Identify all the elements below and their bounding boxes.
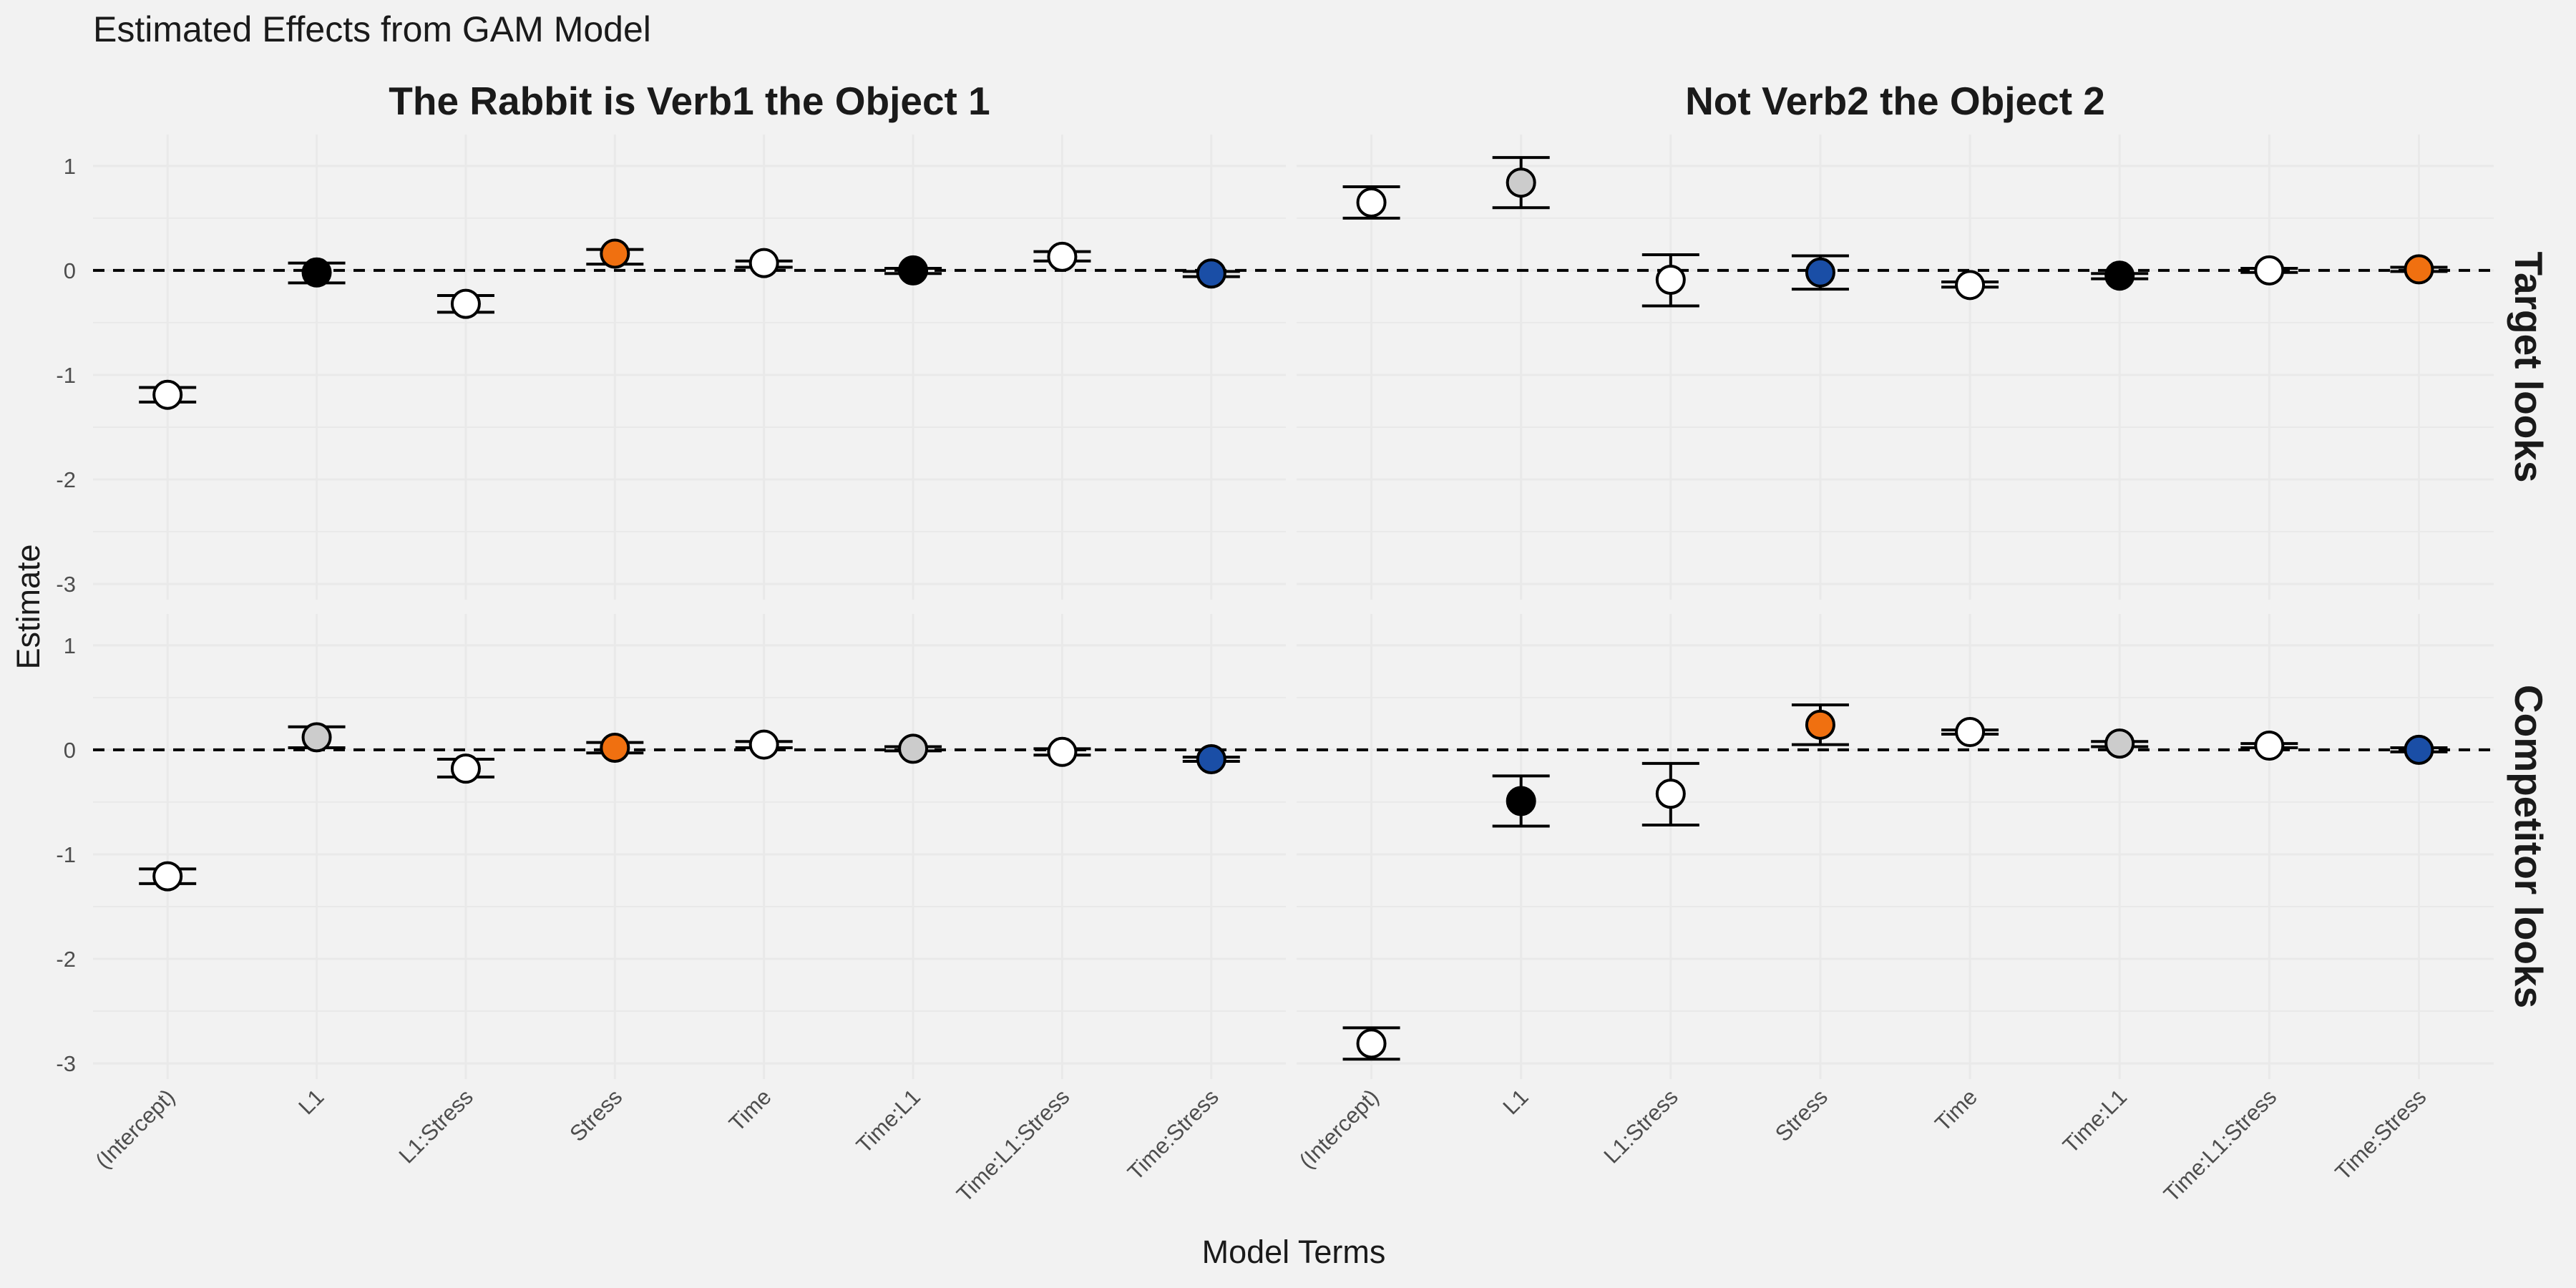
estimate-point	[450, 753, 481, 784]
estimate-point	[1506, 167, 1536, 198]
x-tick-label: Time:L1	[2058, 1084, 2132, 1158]
estimate-point	[301, 722, 332, 753]
estimate-point	[1196, 744, 1226, 775]
y-tick-label: -3	[56, 572, 76, 597]
y-tick-label: -1	[56, 363, 76, 388]
estimate-point	[1506, 786, 1536, 816]
y-tick-label: 0	[64, 738, 76, 763]
x-tick-label: (Intercept)	[1294, 1084, 1384, 1174]
estimate-point	[748, 729, 779, 760]
estimate-point	[2104, 260, 2135, 291]
panel-grid	[93, 614, 1286, 1079]
panel-grid	[1297, 135, 2494, 600]
y-tick-label: 1	[64, 633, 76, 658]
estimate-point	[600, 238, 630, 269]
estimate-point	[1196, 258, 1226, 289]
x-tick-label: L1	[1498, 1084, 1533, 1119]
x-tick-label: Stress	[565, 1084, 627, 1146]
y-tick-label: -2	[56, 947, 76, 972]
estimate-point	[2254, 731, 2285, 761]
row-strip-title: Target looks	[2507, 252, 2551, 483]
estimate-point	[1047, 241, 1078, 272]
x-tick-label: Time	[1930, 1084, 1982, 1136]
estimate-point	[1356, 187, 1387, 218]
row-strip-title: Competitor looks	[2507, 685, 2551, 1008]
estimate-point	[1805, 709, 1835, 740]
estimate-point	[898, 255, 929, 286]
x-tick-label: (Intercept)	[90, 1084, 180, 1174]
estimate-point	[1955, 717, 1986, 748]
y-tick-label: -2	[56, 467, 76, 492]
estimate-point	[1047, 736, 1078, 767]
estimate-point	[1655, 779, 1686, 809]
estimate-point	[152, 861, 183, 892]
column-strip-title: Not Verb2 the Object 2	[1685, 79, 2105, 123]
chart-title: Estimated Effects from GAM Model	[93, 9, 651, 49]
x-tick-label: L1:Stress	[394, 1084, 478, 1168]
column-strip-title: The Rabbit is Verb1 the Object 1	[389, 79, 990, 123]
estimate-point	[1655, 265, 1686, 296]
estimate-point	[2404, 254, 2434, 285]
estimate-point	[2104, 728, 2135, 759]
x-tick-label: Time:Stress	[1123, 1084, 1224, 1185]
x-tick-label: Time:L1:Stress	[2159, 1084, 2281, 1206]
estimate-point	[2254, 255, 2285, 286]
panel-series	[139, 238, 1240, 410]
estimate-point	[1356, 1028, 1387, 1059]
x-tick-label: L1	[293, 1084, 328, 1119]
x-tick-label: Time:L1:Stress	[952, 1084, 1074, 1206]
y-tick-label: 1	[64, 154, 76, 179]
estimate-point	[1955, 270, 1986, 301]
x-tick-label: Time	[724, 1084, 776, 1136]
panel-series	[139, 722, 1240, 892]
y-tick-label: 0	[64, 258, 76, 283]
panel-grid	[1297, 614, 2494, 1079]
x-tick-label: L1:Stress	[1599, 1084, 1682, 1168]
estimate-point	[152, 379, 183, 410]
x-tick-label: Time:L1	[852, 1084, 925, 1158]
estimate-point	[450, 288, 481, 319]
panel-series	[1342, 156, 2448, 308]
estimate-point	[898, 733, 929, 764]
y-tick-label: -1	[56, 842, 76, 867]
estimate-point	[600, 732, 630, 763]
panel-series	[1342, 703, 2448, 1061]
estimate-point	[301, 257, 332, 288]
panel-grid	[93, 135, 1286, 600]
estimate-point	[2404, 734, 2434, 765]
x-axis-title: Model Terms	[1202, 1234, 1386, 1270]
y-axis-title: Estimate	[10, 544, 47, 669]
estimate-point	[748, 248, 779, 278]
estimate-point	[1805, 257, 1835, 288]
x-tick-label: Time:Stress	[2331, 1084, 2431, 1185]
x-tick-label: Stress	[1770, 1084, 1833, 1146]
y-tick-label: -3	[56, 1051, 76, 1076]
